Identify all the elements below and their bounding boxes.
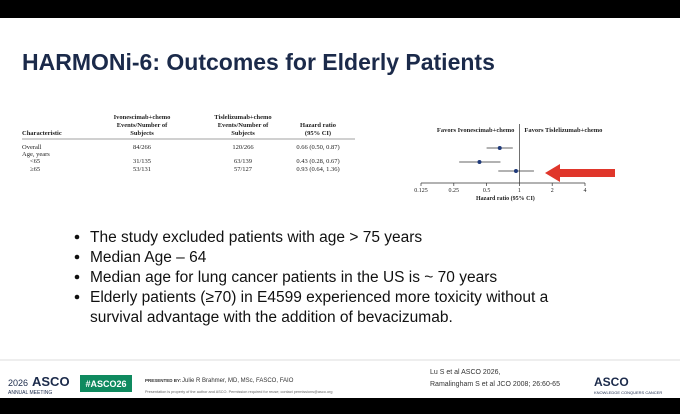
hr-point xyxy=(513,169,518,173)
citation: Lu S et al ASCO 2026, xyxy=(430,369,500,376)
table-cell: ≥65 xyxy=(30,166,40,173)
bullet-text: Median Age – 64 xyxy=(90,249,207,266)
bullet-dot xyxy=(74,294,80,300)
table-cell: 120/266 xyxy=(232,144,254,151)
table-header: Hazard ratio xyxy=(300,122,336,129)
table-cell: 0.43 (0.28, 0.67) xyxy=(296,158,339,165)
hashtag: #ASCO26 xyxy=(85,379,126,389)
x-tick-label: 0.25 xyxy=(449,188,460,194)
bullet-dot xyxy=(74,274,80,280)
table-cell: 57/127 xyxy=(234,166,253,173)
presenter: Julie R Brahmer, MD, MSc, FASCO, FAIO xyxy=(182,378,294,384)
x-tick-label: 1 xyxy=(518,188,521,194)
bullet-text: Median age for lung cancer patients in t… xyxy=(90,269,497,286)
x-tick-label: 0.125 xyxy=(414,188,428,194)
slide-area xyxy=(0,18,680,398)
meeting-name: ASCO xyxy=(32,374,70,389)
table-cell: Overall xyxy=(22,144,42,151)
table-cell: 0.66 (0.50, 0.87) xyxy=(296,144,339,151)
citation: Ramalingham S et al JCO 2008; 26:60-65 xyxy=(430,381,560,388)
table-header: Tislelizumab+chemo xyxy=(214,114,271,121)
table-header: Characteristic xyxy=(22,130,62,137)
table-header: Subjects xyxy=(231,130,255,137)
x-axis-label: Hazard ratio (95% CI) xyxy=(476,195,535,202)
arrow xyxy=(545,164,615,182)
table-cell: Age, years xyxy=(22,151,50,158)
meeting-year: 2026 xyxy=(8,378,28,388)
table-cell: 0.93 (0.64, 1.36) xyxy=(296,166,339,173)
hashtag-box xyxy=(80,375,132,392)
favors-right: Favors Tislelizumab+chemo xyxy=(524,127,602,134)
table-header: Ivonescimab+chemo xyxy=(114,114,171,121)
table-header: Subjects xyxy=(130,130,154,137)
table-header: Events/Number of xyxy=(218,122,269,129)
bullet-text: The study excluded patients with age > 7… xyxy=(90,229,422,246)
x-tick-label: 2 xyxy=(551,188,554,194)
bullet-dot xyxy=(74,234,80,240)
presented-by: PRESENTED BY: xyxy=(145,378,182,383)
bullet-text: Elderly patients (≥70) in E4599 experien… xyxy=(90,289,549,306)
table-header: Events/Number of xyxy=(117,122,168,129)
table-cell: <65 xyxy=(30,158,40,165)
table-cell: 53/131 xyxy=(133,166,151,173)
logo-sub: KNOWLEDGE CONQUERS CANCER xyxy=(594,390,662,395)
logo: ASCO xyxy=(594,375,629,389)
hr-point xyxy=(477,160,482,164)
hr-point xyxy=(497,146,502,150)
meeting-sub: ANNUAL MEETING xyxy=(8,390,52,396)
title: HARMONi-6: Outcomes for Elderly Patients xyxy=(22,49,495,75)
disclaimer: Presentation is property of the author a… xyxy=(145,390,332,394)
table-header: (95% CI) xyxy=(305,130,331,137)
x-tick-label: 0.5 xyxy=(483,188,491,194)
favors-left: Favors Ivonescimab+chemo xyxy=(437,127,515,134)
bullet-text: survival advantage with the addition of … xyxy=(90,309,453,326)
bullet-dot xyxy=(74,254,80,260)
table-cell: 63/139 xyxy=(234,158,252,165)
x-tick-label: 4 xyxy=(584,188,587,194)
table-cell: 84/266 xyxy=(133,144,152,151)
table-cell: 31/135 xyxy=(133,158,151,165)
